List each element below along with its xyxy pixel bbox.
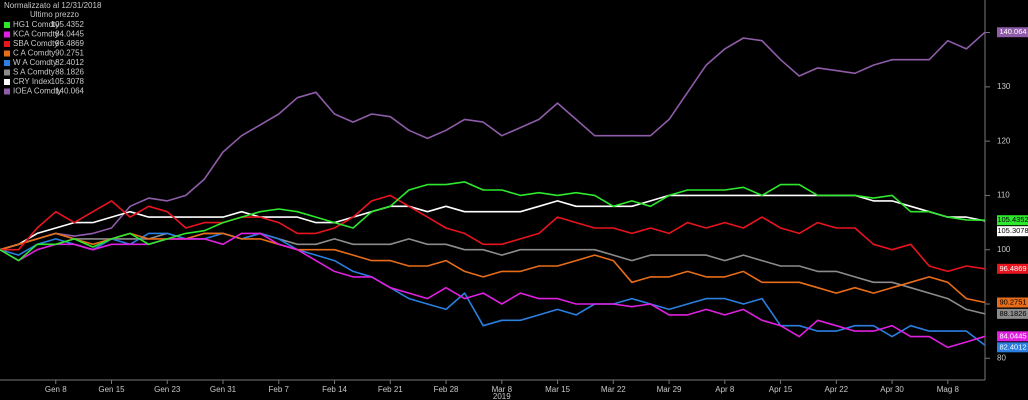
lines bbox=[0, 31, 986, 349]
legend-value: 96.4869 bbox=[55, 39, 84, 48]
last-value-label: 88.1826 bbox=[999, 309, 1026, 318]
last-value-label: 84.0445 bbox=[999, 331, 1026, 340]
x-tick-label: Feb 14 bbox=[322, 385, 347, 394]
x-tick-label: Mar 22 bbox=[601, 385, 626, 394]
last-value-label: 82.4012 bbox=[999, 342, 1026, 351]
series-line bbox=[0, 232, 986, 346]
y-tick-label: 120 bbox=[997, 136, 1011, 145]
series-line bbox=[0, 31, 986, 251]
last-value-box bbox=[997, 263, 1028, 274]
legend-value: 140.064 bbox=[55, 87, 84, 96]
legend-label: CRY Index bbox=[13, 77, 51, 86]
x-tick-label: Gen 31 bbox=[210, 385, 237, 394]
last-value-label: 96.4869 bbox=[999, 264, 1026, 273]
y-tick-label: 100 bbox=[997, 245, 1011, 254]
series-line bbox=[0, 181, 986, 262]
last-value-box bbox=[997, 226, 1028, 237]
legend-swatch bbox=[4, 31, 10, 38]
legend-label: S A Comdty bbox=[13, 68, 55, 77]
x-tick-label: Apr 30 bbox=[880, 385, 904, 394]
last-value-label: 105.4352 bbox=[997, 215, 1028, 224]
x-tick-label: Mar 15 bbox=[545, 385, 570, 394]
series-line bbox=[0, 194, 986, 273]
last-value-box bbox=[997, 27, 1028, 38]
legend-box bbox=[0, 0, 86, 94]
legend-swatch bbox=[4, 41, 10, 47]
x-tick-label: Feb 28 bbox=[434, 385, 459, 394]
x-tick-label: Mar 29 bbox=[657, 385, 682, 394]
legend-swatch bbox=[4, 88, 10, 95]
legend-value: 82.4012 bbox=[55, 58, 84, 67]
legend: Normalizzato al 12/31/2018 Ultimo prezzo… bbox=[0, 0, 102, 96]
legend-title: Normalizzato al 12/31/2018 bbox=[4, 1, 102, 10]
last-value-box bbox=[997, 297, 1028, 308]
legend-label: C A Comdty bbox=[13, 49, 55, 58]
legend-swatch bbox=[4, 69, 10, 76]
y-tick-label: 80 bbox=[997, 353, 1006, 362]
x-tick-label: Apr 8 bbox=[715, 385, 735, 394]
x-tick-label: Feb 21 bbox=[378, 385, 403, 394]
legend-value: 105.4352 bbox=[51, 20, 85, 29]
x-tick-label: Apr 22 bbox=[825, 385, 849, 394]
last-value-label: 90.2751 bbox=[999, 297, 1026, 306]
last-value-label: 105.3078 bbox=[997, 226, 1028, 235]
legend-value: 88.1826 bbox=[55, 68, 84, 77]
legend-swatch bbox=[4, 60, 10, 66]
last-value-box bbox=[997, 342, 1028, 353]
x-tick-label: Gen 23 bbox=[154, 385, 181, 394]
legend-label: W A Comdty bbox=[13, 58, 57, 67]
x-tick-label: Apr 15 bbox=[769, 385, 793, 394]
series-line bbox=[0, 232, 986, 304]
legend-swatch bbox=[4, 79, 10, 85]
y-tick-label: 110 bbox=[997, 191, 1010, 200]
legend-label: KCA Comdty bbox=[13, 30, 59, 39]
last-value-box bbox=[997, 308, 1028, 319]
x-tick-label: Mar 8 bbox=[492, 385, 513, 394]
x-tick-label: Mag 8 bbox=[937, 385, 960, 394]
legend-value: 105.3078 bbox=[51, 77, 85, 86]
y-tick-label: 130 bbox=[997, 82, 1011, 91]
legend-swatch bbox=[4, 50, 10, 57]
legend-swatch bbox=[4, 22, 10, 28]
year-label: 2019 bbox=[493, 392, 511, 400]
x-tick-label: Feb 7 bbox=[269, 385, 290, 394]
x-tick-label: Gen 8 bbox=[45, 385, 67, 394]
legend-label: SBA Comdty bbox=[13, 39, 58, 48]
legend-label: HG1 Comdty bbox=[13, 20, 59, 29]
last-value-label: 140.064 bbox=[999, 27, 1026, 36]
legend-subtitle: Ultimo prezzo bbox=[30, 10, 79, 19]
last-value-box bbox=[997, 331, 1028, 342]
legend-label: IOEA Comdty bbox=[13, 87, 61, 96]
legend-value: 90.2751 bbox=[55, 49, 84, 58]
x-tick-label: Gen 15 bbox=[98, 385, 125, 394]
series-line bbox=[0, 232, 986, 315]
last-value-box bbox=[997, 215, 1028, 226]
legend-value: 84.0445 bbox=[55, 30, 84, 39]
